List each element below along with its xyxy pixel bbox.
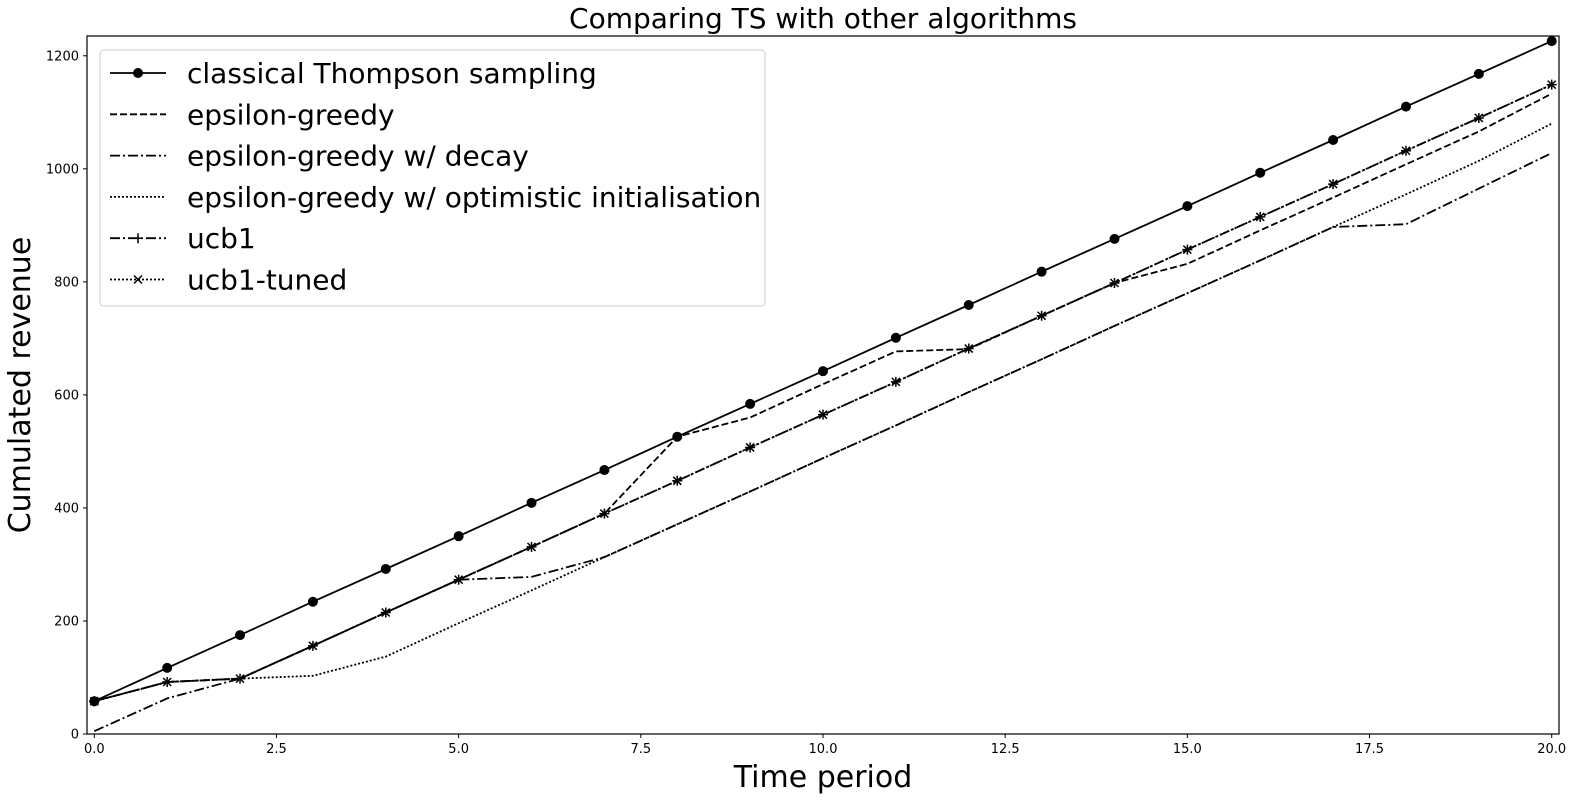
data-point-classical-thompson-sampling: [672, 431, 683, 442]
series-line-epsilon-greedy-w-optimistic-initialisation: [94, 122, 1553, 703]
y-axis-ticks: 0 200 400 600 800 1000 1200: [46, 49, 87, 743]
x-tick-label: 5.0: [448, 742, 469, 757]
data-point-classical-thompson-sampling: [307, 596, 318, 607]
data-point-classical-thompson-sampling: [1473, 68, 1484, 79]
data-point-ucb1-tuned: [1109, 278, 1120, 288]
data-point-classical-thompson-sampling: [1328, 134, 1339, 145]
legend-label: classical Thompson sampling: [187, 57, 597, 90]
data-point-classical-thompson-sampling: [1255, 167, 1266, 178]
data-point-ucb1-tuned: [818, 410, 828, 420]
data-point-ucb1-tuned: [235, 674, 245, 684]
data-point-classical-thompson-sampling: [1546, 36, 1557, 47]
legend-label: epsilon-greedy: [187, 98, 395, 131]
data-point-ucb1-tuned: [526, 542, 537, 552]
legend-box: [99, 49, 766, 307]
data-point-ucb1-tuned: [1328, 179, 1338, 189]
data-point-ucb1-tuned: [672, 476, 682, 486]
legend-label: ucb1-tuned: [187, 264, 347, 297]
x-tick-label: 2.5: [266, 742, 287, 757]
data-point-ucb1-tuned: [1037, 311, 1047, 321]
data-point-ucb1-tuned: [1255, 212, 1265, 222]
y-tick-label: 600: [54, 388, 79, 403]
legend-marker-classical-thompson-sampling: [133, 68, 143, 78]
data-point-ucb1-tuned: [891, 377, 901, 387]
data-point-ucb1-tuned: [454, 575, 464, 585]
data-point-ucb1-tuned: [1547, 80, 1557, 90]
x-tick-label: 7.5: [630, 742, 651, 757]
chart-title: Comparing TS with other algorithms: [569, 2, 1077, 35]
x-tick-label: 10.0: [809, 742, 838, 757]
data-point-ucb1-tuned: [89, 696, 99, 706]
y-axis-label: Cumulated revenue: [3, 237, 38, 534]
x-tick-label: 20.0: [1537, 742, 1566, 757]
legend: classical Thompson sampling epsilon-greed…: [99, 49, 766, 307]
data-point-classical-thompson-sampling: [599, 465, 610, 476]
x-axis-label: Time period: [733, 760, 913, 795]
data-point-classical-thompson-sampling: [380, 563, 391, 574]
data-point-ucb1-tuned: [599, 509, 609, 519]
y-tick-label: 400: [54, 501, 79, 516]
data-point-classical-thompson-sampling: [526, 497, 537, 508]
data-point-ucb1-tuned: [162, 677, 172, 687]
plot-markers: [89, 36, 1557, 707]
x-tick-label: 0.0: [84, 742, 105, 757]
y-tick-label: 800: [54, 275, 79, 290]
x-axis-ticks: 0.0 2.5 5.0 7.5 10.0 12.5 15.0 17.5 20.0: [84, 734, 1566, 757]
data-point-ucb1-tuned: [745, 442, 755, 452]
y-tick-label: 1200: [46, 49, 79, 64]
legend-label: epsilon-greedy w/ decay: [187, 140, 529, 173]
data-point-classical-thompson-sampling: [745, 398, 756, 409]
data-point-ucb1-tuned: [1182, 245, 1192, 255]
data-point-ucb1-tuned: [1474, 113, 1484, 123]
data-point-classical-thompson-sampling: [1400, 101, 1411, 112]
data-point-ucb1-tuned: [1401, 146, 1411, 156]
x-tick-label: 15.0: [1173, 742, 1202, 757]
legend-marker-ucb1-tuned: [133, 274, 143, 285]
data-point-classical-thompson-sampling: [1036, 266, 1047, 277]
data-point-classical-thompson-sampling: [235, 630, 246, 641]
legend-label: ucb1: [187, 222, 256, 255]
data-point-classical-thompson-sampling: [890, 332, 901, 343]
y-tick-label: 1000: [46, 162, 79, 177]
x-tick-label: 17.5: [1355, 742, 1384, 757]
data-point-classical-thompson-sampling: [1109, 233, 1120, 244]
data-point-ucb1-tuned: [381, 607, 391, 618]
x-tick-label: 12.5: [991, 742, 1020, 757]
data-point-ucb1-tuned: [964, 344, 974, 354]
legend-marker-ucb1: [133, 233, 143, 244]
data-point-classical-thompson-sampling: [1182, 201, 1193, 212]
data-point-ucb1-tuned: [308, 641, 318, 651]
y-tick-label: 200: [54, 614, 79, 629]
data-point-classical-thompson-sampling: [453, 531, 464, 542]
data-point-classical-thompson-sampling: [963, 300, 974, 311]
data-point-classical-thompson-sampling: [162, 662, 173, 673]
y-tick-label: 0: [71, 728, 79, 743]
data-point-classical-thompson-sampling: [818, 366, 828, 377]
legend-label: epsilon-greedy w/ optimistic initialisat…: [187, 181, 761, 214]
